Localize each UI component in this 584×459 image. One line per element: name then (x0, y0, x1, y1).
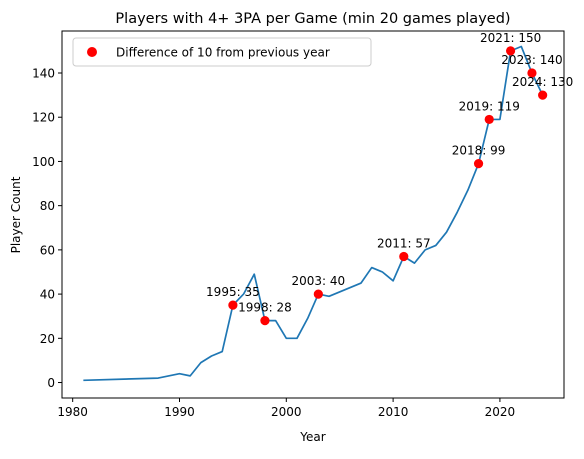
point-annotation: 2021: 150 (480, 31, 541, 45)
scatter-point (527, 68, 537, 78)
scatter-point (228, 300, 238, 310)
point-annotation: 2011: 57 (377, 237, 431, 251)
y-axis-label: Player Count (9, 176, 23, 253)
legend-marker (87, 47, 97, 57)
point-annotation: 1995: 35 (206, 285, 260, 299)
x-axis-label: Year (299, 430, 325, 444)
y-tick-label: 40 (40, 288, 55, 302)
point-annotation: 2003: 40 (292, 274, 346, 288)
point-annotation: 2018: 99 (452, 144, 506, 158)
point-annotation: 2019: 119 (459, 99, 520, 113)
x-tick-label: 1990 (164, 405, 195, 419)
x-tick-label: 2020 (485, 405, 516, 419)
x-tick-label: 1980 (57, 405, 88, 419)
point-annotation: 1998: 28 (238, 301, 292, 315)
scatter-point (313, 289, 323, 299)
point-annotation: 2023: 140 (501, 53, 562, 67)
y-tick-label: 80 (40, 199, 55, 213)
y-tick-label: 0 (47, 376, 55, 390)
legend-label: Difference of 10 from previous year (116, 46, 330, 60)
scatter-point (538, 90, 548, 100)
axes-frame (61, 30, 565, 399)
legend: Difference of 10 from previous year (72, 37, 372, 67)
y-tick-label: 60 (40, 243, 55, 257)
scatter-point (505, 46, 516, 56)
y-tick-label: 20 (40, 332, 55, 346)
point-annotation: 2024: 130 (512, 75, 573, 89)
y-tick-label: 100 (32, 155, 55, 169)
scatter-point (399, 251, 409, 262)
scatter-point (484, 114, 494, 125)
plot-area: 1980 1990 2000 2010 2020 0 20 40 60 80 100 120 140 19… (32, 30, 573, 419)
scatter-point (473, 159, 484, 169)
legend-box (72, 37, 372, 67)
series-line (83, 45, 544, 382)
y-tick-label: 140 (32, 67, 55, 81)
x-tick-label: 2010 (378, 405, 409, 419)
scatter-point (260, 316, 270, 326)
chart-title: Players with 4+ 3PA per Game (min 20 gam… (115, 11, 510, 27)
y-tick-label: 120 (32, 111, 55, 125)
x-tick-label: 2000 (271, 405, 302, 419)
